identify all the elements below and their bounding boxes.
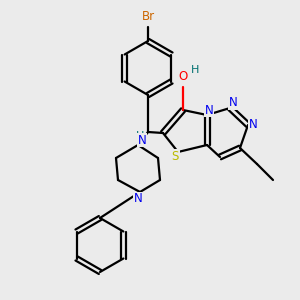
Text: N: N [134,193,142,206]
Text: O: O [178,70,188,83]
Text: H: H [191,65,199,75]
Text: S: S [171,149,179,163]
Text: N: N [138,134,146,146]
Text: N: N [249,118,257,131]
Text: H: H [136,131,144,141]
Text: Br: Br [141,11,154,23]
Text: N: N [205,103,213,116]
Text: N: N [229,97,237,110]
